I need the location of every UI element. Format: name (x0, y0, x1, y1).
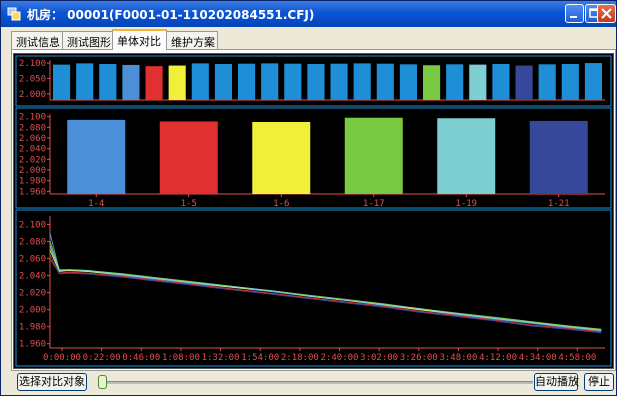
overview-bar (584, 63, 602, 100)
compare-x-tick-label: 1-19 (455, 199, 477, 209)
overview-bar (469, 64, 487, 100)
curve-x-tick-label: 4:34:00 (519, 353, 557, 363)
curve-y-tick-label: 2.100 (19, 221, 46, 231)
compare-y-tick-label: 1.980 (19, 177, 46, 187)
compare-bar (159, 121, 218, 194)
tab-label: 测试图形 (67, 36, 111, 49)
overview-bar (423, 65, 441, 100)
charts-canvas: 2.1002.0502.0002.1002.0802.0602.0402.020… (15, 55, 612, 367)
minimize-button[interactable] (565, 4, 584, 23)
overview-bar (376, 63, 394, 100)
playback-slider-thumb[interactable] (98, 375, 107, 389)
curve-x-tick-label: 0:00:00 (43, 353, 81, 363)
curve-y-tick-label: 2.040 (19, 272, 46, 282)
compare-bar (67, 119, 126, 194)
curve-x-tick-label: 4:58:00 (558, 353, 596, 363)
overview-bar (99, 64, 117, 100)
compare-bar (344, 117, 403, 194)
curve-y-tick-label: 1.960 (19, 340, 46, 350)
compare-y-tick-label: 2.020 (19, 155, 46, 165)
curve-y-tick-label: 1.980 (19, 323, 46, 333)
tab-label: 维护方案 (171, 36, 215, 49)
compare-y-tick-label: 1.960 (19, 187, 46, 197)
compare-bar (252, 122, 311, 194)
overview-bar (330, 63, 348, 100)
curve-y-tick-label: 2.060 (19, 255, 46, 265)
overview-bar (307, 64, 325, 100)
curve-y-tick-label: 2.020 (19, 289, 46, 299)
curve-x-tick-label: 2:18:00 (281, 353, 319, 363)
overview-y-tick-label: 2.000 (19, 90, 46, 100)
overview-bar (538, 64, 556, 100)
curve-series-line (49, 258, 602, 333)
close-icon (601, 8, 612, 19)
chart-area: 2.100 2.050 2.000 2.100 2.080 2.060 2.040 2.020… (13, 53, 614, 369)
tab-label: 测试信息 (16, 36, 60, 49)
curve-series-line (49, 245, 602, 331)
curve-x-tick-label: 0:22:00 (83, 353, 121, 363)
overview-bar (76, 63, 94, 100)
stop-button[interactable]: 停止 (584, 373, 614, 391)
tab-label: 单体对比 (117, 35, 161, 48)
compare-x-tick-label: 1-6 (273, 199, 289, 209)
overview-bar (399, 64, 417, 100)
overview-bar (284, 63, 302, 100)
overview-bar (238, 63, 256, 100)
select-compare-button[interactable]: 选择对比对象 (17, 373, 87, 391)
overview-bar (261, 63, 279, 100)
tab-cell-compare[interactable]: 单体对比 (112, 29, 167, 50)
compare-y-tick-label: 2.040 (19, 145, 46, 155)
curve-y-tick-label: 2.000 (19, 306, 46, 316)
curve-x-tick-label: 0:46:00 (122, 353, 160, 363)
overview-bar (515, 65, 533, 100)
curve-x-tick-label: 2:40:00 (321, 353, 359, 363)
compare-bar (437, 118, 496, 194)
compare-x-tick-label: 1-5 (181, 199, 197, 209)
curve-x-tick-label: 3:02:00 (360, 353, 398, 363)
overview-bar (214, 64, 232, 100)
close-button[interactable] (597, 4, 616, 23)
overview-bar (145, 66, 163, 100)
compare-x-tick-label: 1-21 (548, 199, 570, 209)
app-icon (7, 7, 21, 21)
compare-bar (529, 120, 588, 194)
overview-bar (492, 64, 510, 100)
compare-y-tick-label: 2.060 (19, 134, 46, 144)
curve-y-tick-label: 2.080 (19, 238, 46, 248)
curve-x-tick-label: 3:48:00 (439, 353, 477, 363)
overview-bar (168, 65, 186, 100)
curve-series-line (49, 254, 602, 334)
curve-x-tick-label: 3:26:00 (400, 353, 438, 363)
overview-y-tick-label: 2.100 (19, 59, 46, 69)
overview-y-tick-label: 2.050 (19, 74, 46, 84)
minimize-icon (570, 16, 577, 18)
tab-test-info[interactable]: 测试信息 (11, 31, 63, 49)
overview-bar (122, 64, 140, 100)
overview-bar (191, 63, 209, 100)
tab-maintenance-plan[interactable]: 维护方案 (166, 31, 218, 49)
curve-x-tick-label: 1:32:00 (202, 353, 240, 363)
curve-x-tick-label: 4:12:00 (479, 353, 517, 363)
window-title: 机房： 00001(F0001-01-110202084551.CFJ) (27, 8, 315, 22)
playback-slider-track[interactable] (103, 381, 533, 384)
title-bar: 机房： 00001(F0001-01-110202084551.CFJ) (1, 1, 616, 27)
compare-y-tick-label: 2.000 (19, 166, 46, 176)
tab-test-graph[interactable]: 测试图形 (62, 31, 114, 49)
overview-bar (446, 64, 464, 100)
overview-bar (353, 63, 371, 100)
autoplay-button[interactable]: 自动播放 (534, 373, 579, 391)
compare-y-tick-label: 2.080 (19, 123, 46, 133)
curve-x-tick-label: 1:08:00 (162, 353, 200, 363)
overview-bar (53, 64, 71, 100)
curve-x-tick-label: 1:54:00 (241, 353, 279, 363)
overview-bar (561, 64, 579, 100)
compare-y-tick-label: 2.100 (19, 113, 46, 123)
curve-panel-frame (15, 209, 612, 367)
compare-x-tick-label: 1-17 (363, 199, 385, 209)
compare-x-tick-label: 1-4 (88, 199, 104, 209)
